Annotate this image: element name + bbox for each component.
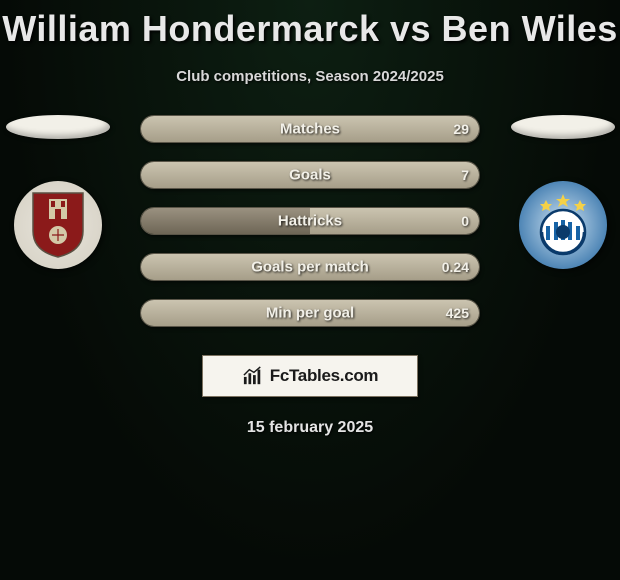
player-left-column <box>0 115 115 269</box>
brand-text: FcTables.com <box>270 366 379 386</box>
stat-bar-right-value: 0 <box>461 213 469 229</box>
comparison-content: Matches 29 Goals 7 Hattricks 0 Goals per match… <box>0 115 620 437</box>
stat-bar-label: Min per goal <box>266 305 354 322</box>
stat-bar-right-value: 0.24 <box>442 259 469 275</box>
brand-badge[interactable]: FcTables.com <box>202 355 418 397</box>
stat-bar-right-value: 7 <box>461 167 469 183</box>
stat-bar-right-value: 29 <box>453 121 469 137</box>
huddersfield-town-crest <box>519 181 607 269</box>
stat-bar: Goals 7 <box>140 161 480 189</box>
stat-bars: Matches 29 Goals 7 Hattricks 0 Goals per match… <box>140 115 480 327</box>
stat-bar-label: Goals <box>289 167 331 184</box>
player-right-photo-placeholder <box>511 115 615 139</box>
stat-bar: Goals per match 0.24 <box>140 253 480 281</box>
northampton-town-crest <box>14 181 102 269</box>
stat-bar: Matches 29 <box>140 115 480 143</box>
stat-bar-label: Goals per match <box>251 259 369 276</box>
stat-bar: Hattricks 0 <box>140 207 480 235</box>
player-right-column <box>505 115 620 269</box>
header: William Hondermarck vs Ben Wiles Club co… <box>0 0 620 85</box>
stat-bar-label: Hattricks <box>278 213 342 230</box>
page-subtitle: Club competitions, Season 2024/2025 <box>0 68 620 85</box>
date-label: 15 february 2025 <box>0 419 620 437</box>
stat-bar-label: Matches <box>280 121 340 138</box>
player-left-photo-placeholder <box>6 115 110 139</box>
page-title: William Hondermarck vs Ben Wiles <box>0 8 620 50</box>
chart-icon <box>242 366 264 386</box>
stat-bar-right-value: 425 <box>446 305 469 321</box>
stat-bar: Min per goal 425 <box>140 299 480 327</box>
